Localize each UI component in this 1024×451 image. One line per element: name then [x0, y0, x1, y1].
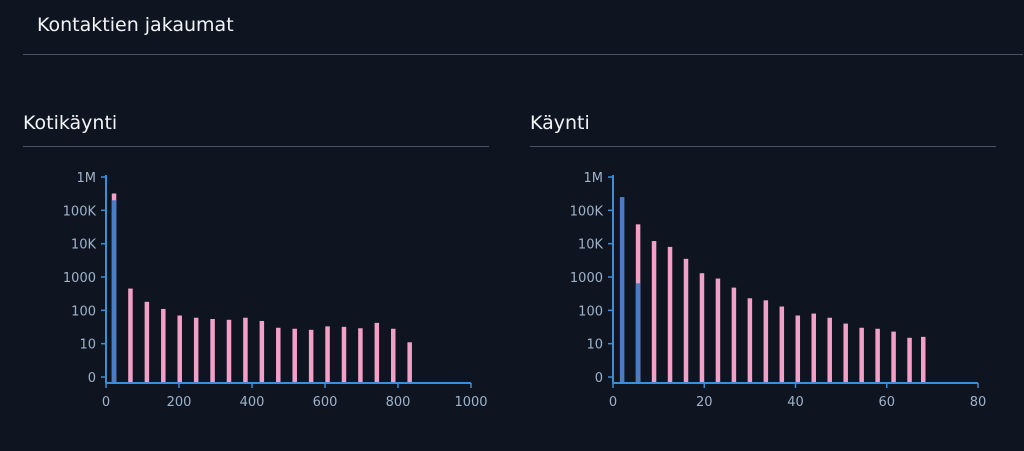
y-tick-label: 100 — [71, 304, 96, 319]
y-tick-label: 0 — [88, 371, 96, 386]
bar — [325, 326, 330, 383]
bar — [779, 306, 785, 383]
bar — [795, 315, 801, 383]
chart-panel-kotikaynti: Kotikäynti 0 10 100 1000 10K 100K 1M 0 200 400 600… — [23, 100, 489, 440]
x-tick-label: 600 — [313, 395, 338, 410]
y-tick-label: 10 — [79, 338, 96, 353]
bar — [161, 308, 166, 383]
bar — [827, 317, 832, 383]
x-tick-label: 400 — [240, 395, 265, 410]
chart-panel-kaynti: Käynti 0 10 100 1000 10K 100K 1M 0 20 40 60 80 — [530, 100, 996, 440]
bar — [341, 326, 347, 383]
bar — [907, 337, 912, 383]
y-tick-label: 10 — [586, 338, 603, 353]
y-tick-label: 10K — [71, 238, 97, 253]
bar — [747, 298, 753, 383]
y-tick-label: 100 — [578, 304, 603, 319]
bar — [128, 288, 133, 383]
bar — [891, 331, 896, 383]
bar — [374, 322, 380, 383]
y-tick-label: 100K — [63, 204, 97, 219]
title-divider — [23, 146, 489, 147]
bar — [667, 246, 673, 383]
bar — [843, 323, 848, 383]
bar — [921, 336, 926, 383]
bar — [811, 313, 816, 383]
y-tick-label: 10K — [578, 238, 604, 253]
page-title: Kontaktien jakaumat — [37, 14, 234, 36]
kotikaynti-chart: 0 10 100 1000 10K 100K 1M 0 200 400 600 800 1000 — [63, 171, 488, 410]
bar — [308, 329, 314, 383]
bar — [276, 327, 281, 383]
y-tick-label: 1M — [77, 171, 97, 186]
bar — [763, 300, 769, 383]
bar — [259, 320, 265, 383]
title-divider — [530, 146, 996, 147]
bar — [683, 258, 689, 383]
bar — [699, 273, 705, 383]
chart-title: Käynti — [530, 112, 590, 134]
page-header: Kontaktien jakaumat — [23, 0, 1023, 55]
x-tick-label: 80 — [970, 395, 987, 410]
bar — [144, 301, 150, 383]
x-tick-label: 0 — [102, 395, 110, 410]
chart-title: Kotikäynti — [23, 112, 118, 134]
bar — [391, 328, 396, 383]
bar — [875, 328, 880, 383]
bar — [243, 317, 248, 383]
bar — [177, 315, 182, 383]
y-tick-label: 1M — [584, 171, 604, 186]
x-tick-label: 20 — [696, 395, 713, 410]
bar — [358, 328, 363, 383]
x-tick-label: 60 — [878, 395, 895, 410]
y-tick-label: 1000 — [570, 271, 603, 286]
bar — [859, 327, 864, 383]
bar — [407, 342, 412, 383]
x-tick-label: 1000 — [454, 395, 487, 410]
x-tick-label: 0 — [609, 395, 617, 410]
y-tick-label: 100K — [570, 204, 604, 219]
bar — [210, 318, 215, 383]
kaynti-chart: 0 10 100 1000 10K 100K 1M 0 20 40 60 80 — [570, 171, 987, 410]
bar — [635, 283, 641, 383]
bar — [226, 319, 232, 383]
x-tick-label: 800 — [386, 395, 411, 410]
bar — [292, 328, 297, 383]
x-tick-label: 40 — [787, 395, 804, 410]
bar — [715, 278, 721, 383]
bar — [193, 317, 199, 383]
bar — [619, 197, 625, 383]
x-tick-label: 200 — [167, 395, 192, 410]
bar — [111, 200, 117, 383]
bar — [651, 241, 657, 383]
y-tick-label: 1000 — [63, 271, 96, 286]
bar — [731, 287, 737, 383]
y-tick-label: 0 — [595, 371, 603, 386]
